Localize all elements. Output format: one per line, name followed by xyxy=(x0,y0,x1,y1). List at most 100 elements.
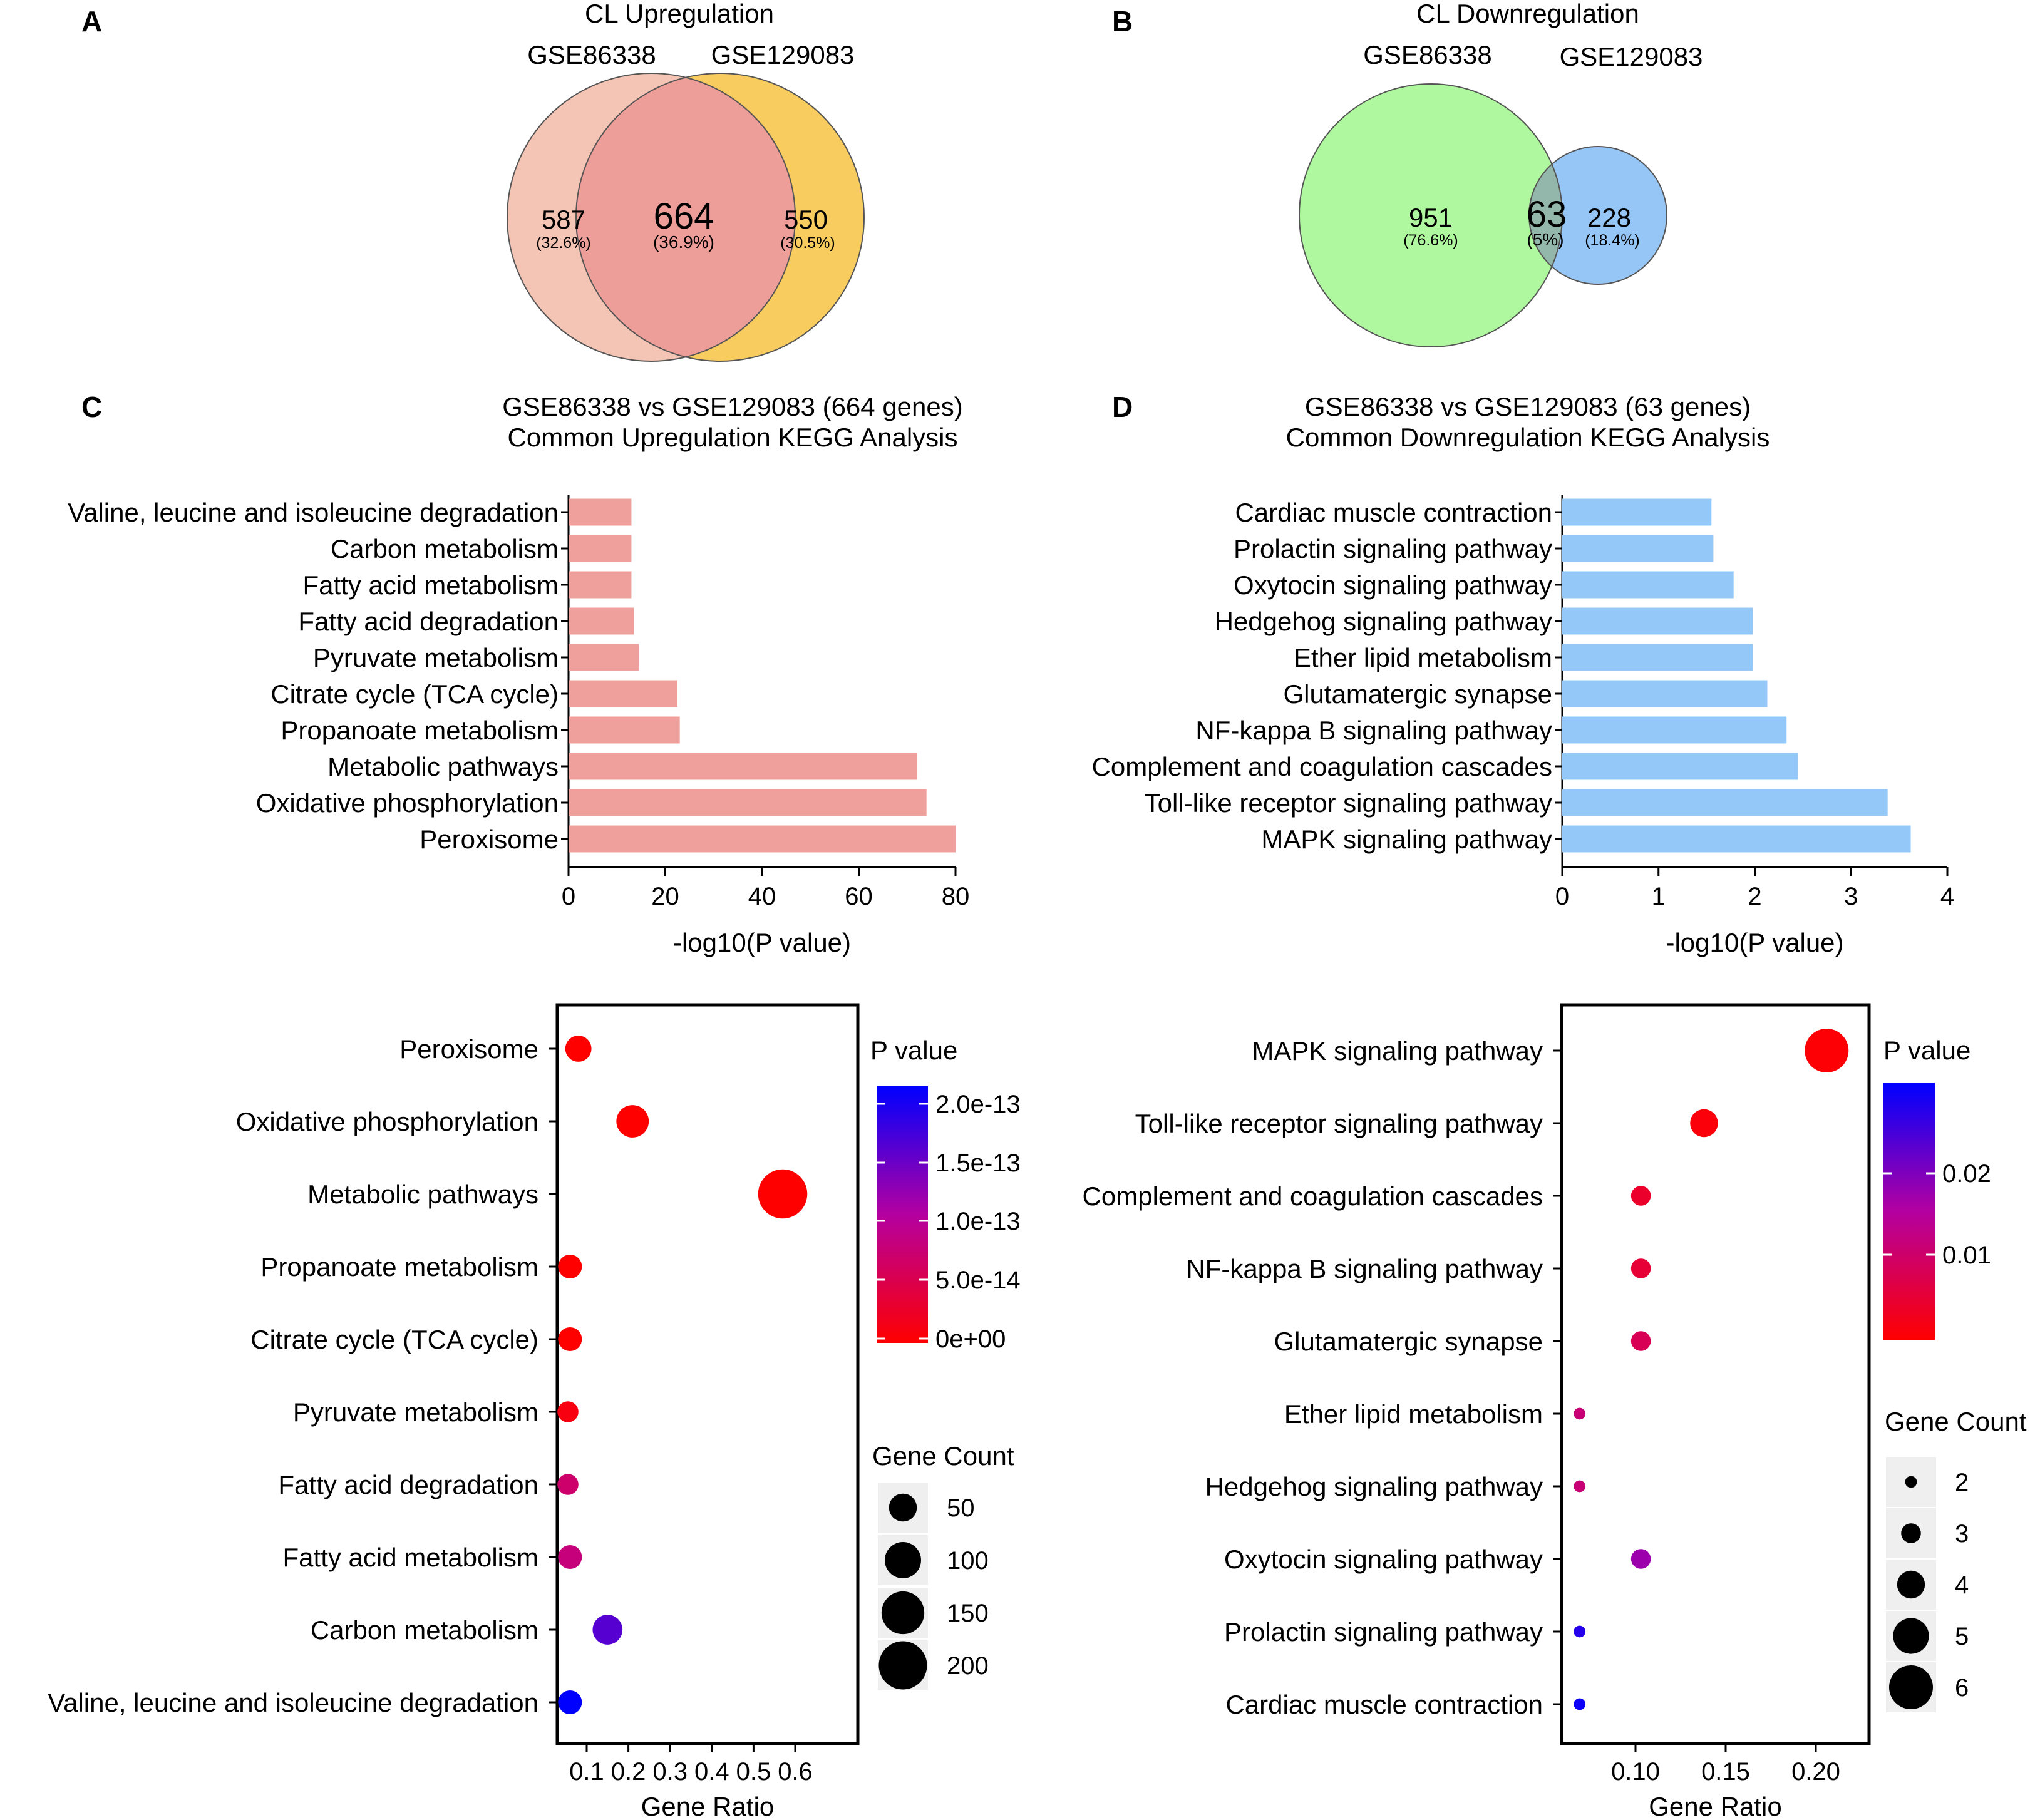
x-tick-label: 0.10 xyxy=(1611,1758,1660,1786)
venn-a-outline-left xyxy=(507,73,796,362)
dot xyxy=(616,1105,649,1138)
y-tick-label: Complement and coagulation cascades xyxy=(1092,752,1552,781)
y-tick-label: Oxytocin signaling pathway xyxy=(1224,1545,1543,1574)
y-tick-label: Fatty acid metabolism xyxy=(283,1543,538,1572)
panel-f: MAPK signaling pathway Toll-like receptor… xyxy=(1083,1003,2027,1820)
bar xyxy=(569,716,680,744)
y-tick-label: Citrate cycle (TCA cycle) xyxy=(250,1325,538,1354)
venn-a-title: CL Upregulation xyxy=(585,0,774,28)
dot xyxy=(557,1474,579,1495)
plot-frame xyxy=(1560,1003,1871,1745)
y-tick-label: Toll-like receptor signaling pathway xyxy=(1135,1109,1543,1138)
panel-f-legends: 0.02 0.01 2 3 4 5 6 xyxy=(1883,1160,1991,1712)
x-tick-label: 0.3 xyxy=(652,1758,688,1786)
panel-e-pvalue-colorbar xyxy=(877,1086,928,1343)
count-legend-label: 50 xyxy=(947,1494,975,1522)
count-legend-label: 4 xyxy=(1955,1571,1969,1599)
count-legend-dot xyxy=(878,1641,927,1690)
venn-a-set-right: GSE129083 xyxy=(711,40,855,69)
y-tick-label: NF-kappa B signaling pathway xyxy=(1186,1254,1543,1283)
dot xyxy=(1630,1186,1651,1206)
venn-a-right-pct: (30.5%) xyxy=(780,234,835,252)
venn-a-overlap-count: 664 xyxy=(654,196,714,237)
colorbar-tick-label: 0e+00 xyxy=(935,1325,1006,1353)
count-legend-dot xyxy=(889,1493,917,1522)
venn-b-overlap-pct: (5%) xyxy=(1527,230,1563,249)
panel-c-title-2: Common Upregulation KEGG Analysis xyxy=(508,423,958,452)
y-tick-label: Peroxisome xyxy=(420,825,559,854)
x-tick-label: 0.6 xyxy=(778,1758,813,1786)
y-tick-label: Valine, leucine and isoleucine degradati… xyxy=(48,1688,538,1717)
x-tick-label: 80 xyxy=(942,883,970,910)
dot xyxy=(558,1254,582,1279)
y-tick-label: Valine, leucine and isoleucine degradati… xyxy=(68,498,559,527)
plot-frame xyxy=(555,1003,860,1745)
count-legend-label: 3 xyxy=(1955,1520,1969,1548)
y-tick-label: Complement and coagulation cascades xyxy=(1083,1181,1543,1211)
bar xyxy=(569,607,634,635)
dot xyxy=(1574,1698,1586,1710)
bar xyxy=(1562,680,1768,707)
count-legend-label: 5 xyxy=(1955,1623,1969,1650)
panel-a: A CL Upregulation GSE86338 GSE129083 587… xyxy=(81,0,865,362)
panel-d-title-2: Common Downregulation KEGG Analysis xyxy=(1286,423,1770,452)
venn-b-set-left: GSE86338 xyxy=(1363,40,1492,69)
bar xyxy=(569,789,927,816)
venn-b-set-right: GSE129083 xyxy=(1560,42,1703,71)
y-tick-label: Cardiac muscle contraction xyxy=(1235,498,1552,527)
y-tick-label: Peroxisome xyxy=(399,1034,538,1064)
dot xyxy=(592,1615,623,1645)
x-tick-label: 3 xyxy=(1844,883,1858,910)
x-axis-label: Gene Ratio xyxy=(641,1792,774,1820)
bar xyxy=(1562,607,1753,635)
bar xyxy=(569,571,632,599)
venn-b-overlap-count: 63 xyxy=(1527,194,1567,235)
venn-b-outline-left xyxy=(1299,83,1563,347)
panel-e-legends: 2.0e-13 1.5e-13 1.0e-13 5.0e-14 0e+00 50 100 15… xyxy=(877,1091,1021,1690)
y-tick-label: Oxytocin signaling pathway xyxy=(1234,570,1552,600)
panel-f-pvalue-legend-title: P value xyxy=(1883,1036,1970,1065)
y-tick-label: Carbon metabolism xyxy=(311,1615,538,1645)
venn-b-left-count: 951 xyxy=(1409,203,1453,232)
colorbar-tick-label: 0.01 xyxy=(1942,1242,1991,1269)
bar xyxy=(1562,716,1787,744)
y-tick-label: Cardiac muscle contraction xyxy=(1225,1690,1543,1719)
dot xyxy=(1630,1258,1651,1278)
venn-b-circle-right xyxy=(1529,147,1667,284)
y-tick-label: Ether lipid metabolism xyxy=(1284,1399,1543,1429)
panel-e-count-legend-title: Gene Count xyxy=(872,1441,1014,1471)
dot xyxy=(1574,1625,1586,1638)
count-legend-dot xyxy=(1901,1523,1921,1543)
dot xyxy=(1690,1109,1718,1138)
venn-a-overlap-pct: (36.9%) xyxy=(653,232,714,252)
panel-e: Peroxisome Oxidative phosphorylation Metab… xyxy=(48,1003,1021,1820)
bar xyxy=(569,680,677,707)
count-legend-label: 6 xyxy=(1955,1674,1969,1702)
dot xyxy=(758,1169,808,1219)
dot xyxy=(558,1327,582,1352)
colorbar-tick-label: 1.0e-13 xyxy=(935,1208,1021,1235)
venn-b-circle-left xyxy=(1299,84,1562,347)
bar xyxy=(569,825,956,853)
y-tick-label: NF-kappa B signaling pathway xyxy=(1195,716,1552,745)
y-tick-label: MAPK signaling pathway xyxy=(1252,1036,1543,1066)
bar xyxy=(1562,753,1798,780)
y-tick-label: Pyruvate metabolism xyxy=(293,1397,538,1427)
y-tick-label: Citrate cycle (TCA cycle) xyxy=(270,679,559,709)
y-tick-label: Toll-like receptor signaling pathway xyxy=(1145,788,1552,818)
bar xyxy=(569,535,632,562)
count-legend-label: 200 xyxy=(947,1652,989,1680)
venn-a-outline-right xyxy=(575,73,865,362)
y-tick-label: Propanoate metabolism xyxy=(281,716,559,745)
x-tick-label: 40 xyxy=(748,883,776,910)
venn-b-left-pct: (76.6%) xyxy=(1403,232,1458,249)
y-tick-label: Fatty acid degradation xyxy=(298,607,559,636)
bar xyxy=(569,644,639,671)
bar xyxy=(569,498,632,526)
panel-c: C GSE86338 vs GSE129083 (664 genes) Comm… xyxy=(68,391,969,957)
x-tick-label: 2 xyxy=(1748,883,1761,910)
y-tick-label: Glutamatergic synapse xyxy=(1274,1327,1543,1356)
count-legend-dot xyxy=(885,1542,921,1578)
y-tick-label: Fatty acid metabolism xyxy=(303,570,559,600)
dot xyxy=(558,1545,582,1570)
